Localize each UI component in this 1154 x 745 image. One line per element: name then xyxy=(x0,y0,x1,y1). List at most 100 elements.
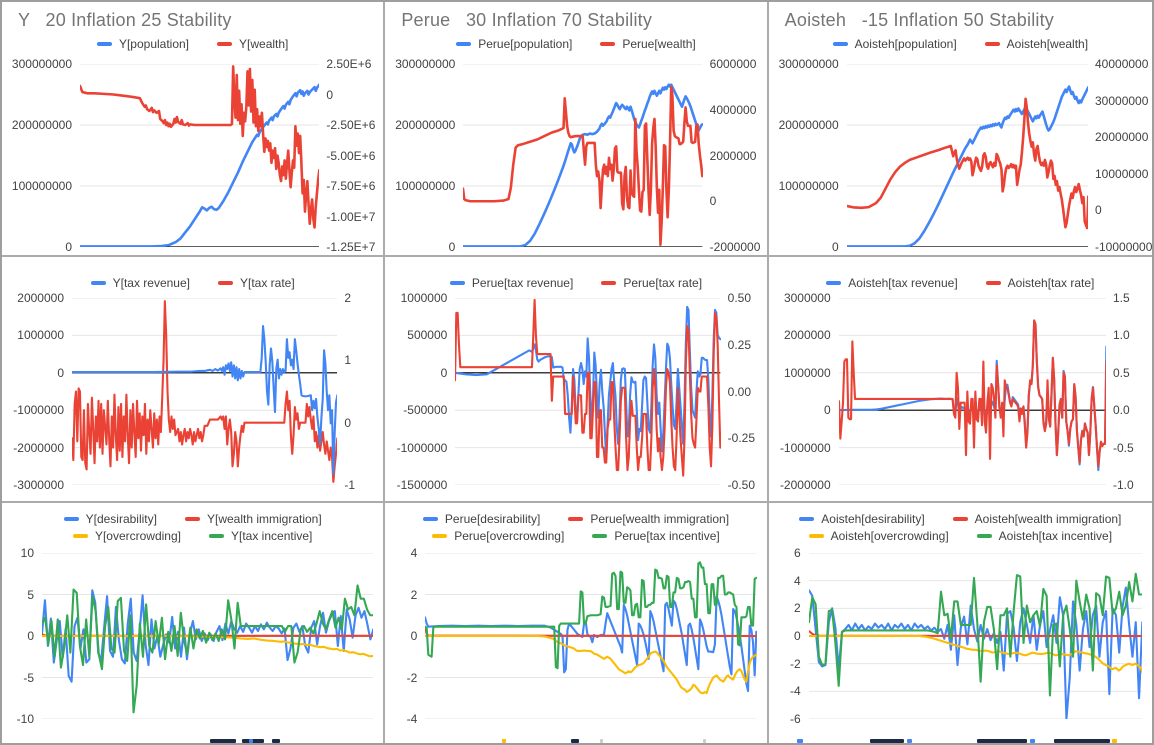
legend-swatch-blue xyxy=(422,517,438,521)
plot-area xyxy=(839,298,1106,485)
chart-legend: Y[desirability] Y[wealth immigration] Y[ov… xyxy=(2,512,383,543)
legend-item: Y[wealth] xyxy=(217,37,288,51)
legend-swatch-blue xyxy=(456,42,472,46)
axis-tick-label: 4000000 xyxy=(709,102,757,117)
legend-label: Aoisteh[tax rate] xyxy=(1007,276,1095,290)
legend-swatch-red xyxy=(952,517,968,521)
legend-label: Aoisteh[desirability] xyxy=(821,512,925,526)
legend-swatch-blue xyxy=(799,517,815,521)
axis-tick-label: -2 xyxy=(789,656,801,671)
chart-perue-population-wealth[interactable]: Perue 30 Inflation 70 Stability Perue[po… xyxy=(385,2,769,257)
plot-area xyxy=(425,553,756,719)
right-axis: 2 1 0 -1 xyxy=(337,291,383,492)
legend-label: Aoisteh[population] xyxy=(854,37,957,51)
axis-tick-label: -2000000 xyxy=(13,440,64,455)
legend-label: Perue[tax revenue] xyxy=(471,276,574,290)
chart-aoisteh-tax[interactable]: Aoisteh[tax revenue] Aoisteh[tax rate] 30… xyxy=(768,257,1152,503)
chart-legend: Y[population] Y[wealth] xyxy=(2,37,383,51)
chart-aoisteh-desirability[interactable]: Aoisteh[desirability] Aoisteh[wealth immi… xyxy=(768,503,1152,743)
axis-tick-label: 0.0 xyxy=(1113,403,1130,418)
axis-tick-label: -0.50 xyxy=(727,478,756,492)
series-Aoisteh-tax-rate xyxy=(839,320,1106,466)
chart-perue-desirability[interactable]: Perue[desirability] Perue[wealth immigrat… xyxy=(385,503,769,743)
axis-tick-label: 0 xyxy=(448,240,456,254)
series-Perue-tax-incentive xyxy=(425,562,756,668)
axis-tick-label: -7.50E+6 xyxy=(326,179,376,193)
legend-swatch-red xyxy=(601,281,617,285)
series-Y-tax-incentive xyxy=(42,585,373,712)
chart-perue-tax[interactable]: Perue[tax revenue] Perue[tax rate] 100000… xyxy=(385,257,769,503)
axis-tick-label: -0.25 xyxy=(727,431,756,446)
axis-tick-label: 200000000 xyxy=(778,118,839,132)
series-Perue-desirability xyxy=(425,597,756,691)
legend-item: Perue[wealth immigration] xyxy=(568,512,729,526)
axis-tick-label: 2000000 xyxy=(709,148,757,163)
axis-tick-label: 300000000 xyxy=(395,57,456,71)
legend-swatch-yellow xyxy=(72,534,88,538)
chart-legend: Perue[population] Perue[wealth] xyxy=(385,37,766,51)
chart-y-population-wealth[interactable]: Y 20 Inflation 25 Stability Y[population… xyxy=(2,2,386,257)
legend-swatch-blue xyxy=(90,281,106,285)
axis-tick-label: 0 xyxy=(793,629,801,643)
plot-area xyxy=(847,64,1088,247)
axis-tick-label: -4 xyxy=(406,712,418,726)
left-axis: 2000000 1000000 0 -1000000 -2000000 -3000000 xyxy=(2,291,72,492)
axis-tick-label: 100000000 xyxy=(11,179,72,193)
axis-tick-label: 2000000 xyxy=(783,328,831,343)
legend-item: Perue[tax incentive] xyxy=(592,529,720,543)
legend-item: Y[tax incentive] xyxy=(209,529,312,543)
left-axis: 300000000 200000000 100000000 0 xyxy=(2,57,80,254)
axis-tick-label: 0.00 xyxy=(727,384,752,399)
left-axis: 300000000 200000000 100000000 0 xyxy=(769,57,847,254)
legend-label: Y[tax incentive] xyxy=(231,529,313,543)
legend-item: Aoisteh[wealth immigration] xyxy=(952,512,1121,526)
axis-tick-label: 2.50E+6 xyxy=(326,57,372,71)
legend-label: Y[wealth immigration] xyxy=(206,512,322,526)
left-axis: 4 2 0 -2 -4 xyxy=(385,546,425,726)
axis-tick-label: 0 xyxy=(57,365,64,380)
series-Perue-overcrowding xyxy=(425,636,756,693)
axis-tick-label: 10000000 xyxy=(1095,166,1149,181)
axis-tick-label: 5 xyxy=(27,587,34,602)
axis-tick-label: 2 xyxy=(793,601,801,616)
axis-tick-label: 0 xyxy=(27,629,34,643)
axis-tick-label: -1500000 xyxy=(396,478,448,492)
left-axis: 10 5 0 -5 -10 xyxy=(2,546,42,726)
plot-area xyxy=(455,298,720,485)
legend-swatch-red xyxy=(568,517,584,521)
axis-tick-label: 3000000 xyxy=(783,291,831,305)
plot-area xyxy=(463,64,702,247)
chart-y-tax[interactable]: Y[tax revenue] Y[tax rate] 2000000 1000000… xyxy=(2,257,386,503)
axis-tick-label: -1000000 xyxy=(396,440,448,455)
axis-tick-label: 1 xyxy=(344,353,352,368)
axis-tick-label: 100000000 xyxy=(395,179,456,193)
axis-tick-label: 40000000 xyxy=(1095,57,1149,71)
legend-item: Perue[wealth] xyxy=(600,37,696,51)
chart-legend: Aoisteh[tax revenue] Aoisteh[tax rate] xyxy=(769,276,1152,290)
chart-aoisteh-population-wealth[interactable]: Aoisteh -15 Inflation 50 Stability Aoist… xyxy=(768,2,1152,257)
legend-swatch-red xyxy=(218,281,233,285)
axis-tick-label: 500000 xyxy=(407,328,448,343)
legend-item: Aoisteh[overcrowding] xyxy=(808,529,949,543)
legend-label: Y[desirability] xyxy=(85,512,157,526)
plot-area xyxy=(80,64,319,247)
plot-area xyxy=(42,553,373,719)
axis-tick-label: 0 xyxy=(410,629,418,643)
legend-label: Y[population] xyxy=(118,37,190,51)
plot-area xyxy=(72,298,337,485)
series-Aoisteh-tax-incentive xyxy=(809,574,1142,696)
legend-item: Y[desirability] xyxy=(63,512,157,526)
left-axis: 300000000 200000000 100000000 0 xyxy=(385,57,463,254)
axis-tick-label: -3000000 xyxy=(13,478,64,492)
axis-tick-label: -6 xyxy=(789,712,801,726)
legend-item: Y[tax revenue] xyxy=(90,276,190,290)
series-Y-overcrowding xyxy=(42,636,373,656)
chart-title: Aoisteh -15 Inflation 50 Stability xyxy=(784,10,1055,30)
axis-tick-label: 0 xyxy=(709,194,717,209)
axis-tick-label: 4 xyxy=(793,573,801,588)
axis-tick-label: 300000000 xyxy=(11,57,72,71)
chart-y-desirability[interactable]: Y[desirability] Y[wealth immigration] Y[ov… xyxy=(2,503,386,743)
axis-tick-label: 1000000 xyxy=(783,365,831,380)
legend-item: Y[overcrowding] xyxy=(72,529,181,543)
legend-swatch-green xyxy=(592,534,608,538)
